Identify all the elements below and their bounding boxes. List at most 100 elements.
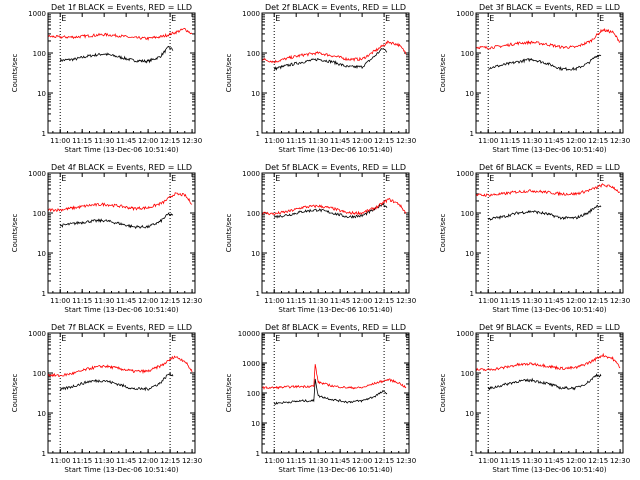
time-marker-label: E xyxy=(489,334,494,343)
x-tick-label: 12:15 xyxy=(374,297,394,305)
time-marker-label: E xyxy=(489,14,494,23)
y-tick-label: 100 xyxy=(33,370,46,378)
x-tick-label: 12:30 xyxy=(396,457,416,465)
x-tick-label: 12:15 xyxy=(374,137,394,145)
events-series-line xyxy=(487,373,602,391)
lld-series-line xyxy=(262,40,407,64)
y-tick-label: 100 xyxy=(33,210,46,218)
events-series-line xyxy=(273,202,388,219)
x-axis-label: Start Time (13-Dec-06 10:51:40) xyxy=(64,146,178,154)
x-tick-label: 12:30 xyxy=(610,457,630,465)
time-marker-label: E xyxy=(489,174,494,183)
events-series-line xyxy=(59,212,174,230)
time-marker-label: E xyxy=(61,14,66,23)
x-tick-label: 12:30 xyxy=(610,137,630,145)
x-tick-label: 12:30 xyxy=(610,297,630,305)
panel-7: Det 7f BLACK = Events, RED = LLD Counts/s… xyxy=(11,323,202,474)
x-tick-label: 11:30 xyxy=(94,297,114,305)
x-tick-label: 12:15 xyxy=(374,457,394,465)
panel-title: Det 4f BLACK = Events, RED = LLD xyxy=(51,163,192,172)
panel-title: Det 1f BLACK = Events, RED = LLD xyxy=(51,3,192,12)
panel-8: Det 8f BLACK = Events, RED = LLD Counts/s… xyxy=(225,323,416,474)
time-marker-label: E xyxy=(599,174,604,183)
events-series-line xyxy=(488,54,602,72)
x-axis-label: Start Time (13-Dec-06 10:51:40) xyxy=(64,306,178,314)
x-tick-label: 11:45 xyxy=(330,297,350,305)
plot-frame xyxy=(261,12,410,134)
x-tick-label: 11:15 xyxy=(72,137,92,145)
time-marker-label: E xyxy=(275,174,280,183)
y-tick-label: 1 xyxy=(42,290,46,298)
x-tick-label: 12:00 xyxy=(566,457,586,465)
time-marker-label: E xyxy=(275,334,280,343)
x-tick-label: 12:30 xyxy=(396,297,416,305)
x-tick-label: 12:15 xyxy=(588,457,608,465)
panel-6: Det 6f BLACK = Events, RED = LLD Counts/s… xyxy=(439,163,630,314)
x-tick-label: 11:30 xyxy=(522,137,542,145)
y-axis-label: Counts/sec xyxy=(225,374,233,413)
y-tick-label: 1000 xyxy=(456,10,474,18)
time-marker-label: E xyxy=(171,174,176,183)
y-tick-label: 1 xyxy=(470,290,474,298)
y-tick-label: 10 xyxy=(465,410,474,418)
panel-4: Det 4f BLACK = Events, RED = LLD Counts/s… xyxy=(11,163,202,314)
time-marker-label: E xyxy=(61,334,66,343)
plot-frame xyxy=(475,172,624,294)
y-axis-label: Counts/sec xyxy=(225,54,233,93)
time-marker-label: E xyxy=(599,14,604,23)
y-tick-label: 1 xyxy=(256,450,260,458)
y-tick-label: 10 xyxy=(37,90,46,98)
y-axis-label: Counts/sec xyxy=(439,374,447,413)
x-tick-label: 11:00 xyxy=(478,297,498,305)
time-marker-label: E xyxy=(171,14,176,23)
plot-frame xyxy=(475,12,624,134)
y-tick-label: 10 xyxy=(465,90,474,98)
x-tick-label: 12:30 xyxy=(182,137,202,145)
events-series-line xyxy=(487,204,602,221)
x-axis-label: Start Time (13-Dec-06 10:51:40) xyxy=(278,466,392,474)
lld-series-line xyxy=(48,355,193,378)
time-marker-label: E xyxy=(385,14,390,23)
x-axis-label: Start Time (13-Dec-06 10:51:40) xyxy=(64,466,178,474)
lld-series-line xyxy=(476,183,621,197)
y-tick-label: 1000 xyxy=(242,170,260,178)
time-marker-label: E xyxy=(385,334,390,343)
events-series-line xyxy=(59,45,174,64)
x-tick-label: 11:45 xyxy=(544,297,564,305)
x-tick-label: 11:00 xyxy=(50,297,70,305)
y-tick-label: 100 xyxy=(247,390,260,398)
x-tick-label: 11:00 xyxy=(264,297,284,305)
y-tick-label: 1 xyxy=(256,130,260,138)
time-marker-label: E xyxy=(599,334,604,343)
x-tick-label: 11:30 xyxy=(522,457,542,465)
x-tick-label: 11:45 xyxy=(116,137,136,145)
y-tick-label: 100 xyxy=(247,210,260,218)
plot-frame xyxy=(47,172,196,294)
plot-frame xyxy=(261,172,410,294)
y-tick-label: 100 xyxy=(461,50,474,58)
y-tick-label: 1 xyxy=(256,290,260,298)
y-tick-label: 1 xyxy=(470,130,474,138)
x-tick-label: 12:00 xyxy=(352,137,372,145)
plot-frame xyxy=(261,332,410,454)
x-tick-label: 11:15 xyxy=(72,457,92,465)
panel-1: Det 1f BLACK = Events, RED = LLD Counts/s… xyxy=(11,3,202,154)
events-series-line xyxy=(273,48,388,71)
time-marker-label: E xyxy=(385,174,390,183)
plot-frame xyxy=(47,332,196,454)
x-tick-label: 11:00 xyxy=(264,457,284,465)
events-series-line xyxy=(273,378,388,405)
x-tick-label: 11:30 xyxy=(522,297,542,305)
x-tick-label: 11:15 xyxy=(500,297,520,305)
y-axis-label: Counts/sec xyxy=(11,54,19,93)
y-axis-label: Counts/sec xyxy=(439,54,447,93)
y-tick-label: 10 xyxy=(251,420,260,428)
x-tick-label: 11:00 xyxy=(50,137,70,145)
x-axis-label: Start Time (13-Dec-06 10:51:40) xyxy=(492,306,606,314)
x-tick-label: 11:00 xyxy=(478,137,498,145)
x-tick-label: 12:15 xyxy=(588,297,608,305)
y-tick-label: 100 xyxy=(461,210,474,218)
y-tick-label: 100 xyxy=(461,370,474,378)
x-axis-label: Start Time (13-Dec-06 10:51:40) xyxy=(492,146,606,154)
